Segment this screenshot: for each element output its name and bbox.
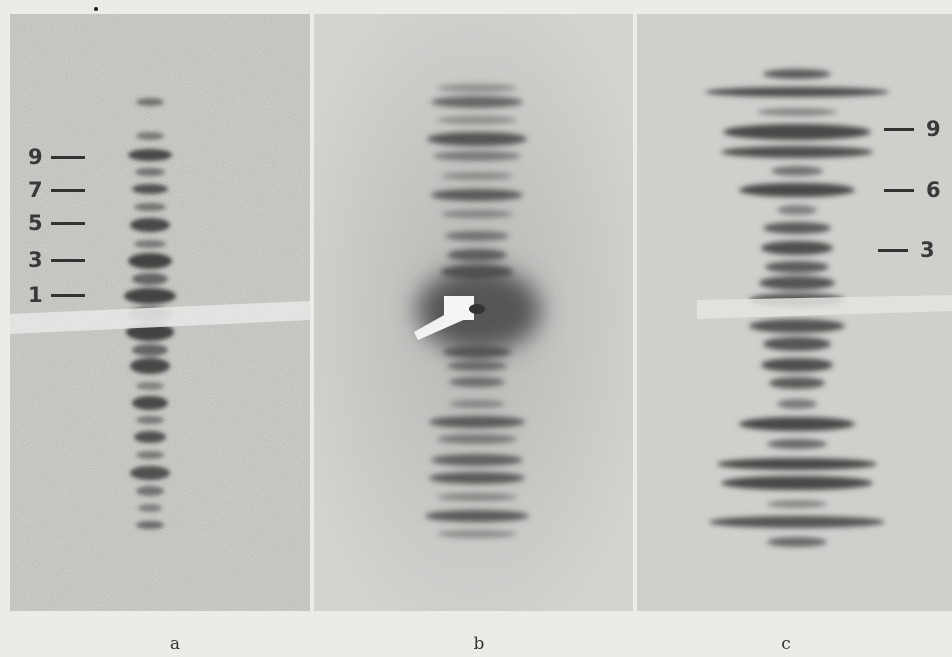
caption-a: a bbox=[169, 634, 181, 654]
diffraction-band bbox=[431, 454, 523, 466]
diffraction-band bbox=[134, 203, 166, 211]
diffraction-band bbox=[128, 149, 172, 161]
diffraction-band bbox=[449, 377, 505, 387]
diffraction-band bbox=[132, 273, 168, 285]
diffraction-band bbox=[136, 416, 164, 424]
diffraction-band bbox=[425, 510, 529, 522]
diffraction-band bbox=[132, 184, 168, 194]
diffraction-band bbox=[763, 69, 831, 79]
diffraction-band bbox=[441, 172, 513, 180]
caption-c: c bbox=[781, 634, 791, 654]
diffraction-band bbox=[138, 504, 162, 512]
marker-9: 9 bbox=[28, 145, 85, 169]
diffraction-band bbox=[132, 396, 168, 410]
diffraction-band bbox=[717, 458, 877, 470]
diffraction-band bbox=[437, 116, 517, 124]
diffraction-band bbox=[447, 361, 507, 371]
diffraction-band bbox=[135, 168, 165, 176]
marker-6: 6 bbox=[884, 178, 941, 202]
diffraction-band bbox=[777, 399, 817, 409]
diffraction-band bbox=[767, 439, 827, 449]
diffraction-band bbox=[443, 346, 511, 358]
diffraction-band bbox=[767, 500, 827, 508]
marker-9: 9 bbox=[884, 117, 941, 141]
diffraction-band bbox=[130, 218, 170, 232]
diffraction-band bbox=[763, 222, 831, 234]
diffraction-band bbox=[136, 98, 164, 106]
diffraction-band bbox=[431, 189, 523, 201]
diffraction-band bbox=[130, 466, 170, 480]
diffraction-band bbox=[447, 249, 507, 261]
diffraction-band bbox=[429, 416, 525, 428]
diffraction-band bbox=[739, 183, 855, 197]
diffraction-band bbox=[431, 96, 523, 108]
diffraction-band bbox=[132, 344, 168, 356]
diffraction-band bbox=[437, 434, 517, 444]
diffraction-panel-a: 9 7 5 3 1 bbox=[10, 14, 310, 611]
diffraction-band bbox=[433, 151, 521, 161]
diffraction-band bbox=[441, 265, 513, 279]
diffraction-band bbox=[441, 210, 513, 218]
speck-dot bbox=[94, 7, 98, 11]
diffraction-band bbox=[136, 521, 164, 529]
diffraction-panel-c: 9 6 3 bbox=[637, 14, 952, 611]
diffraction-pattern-c bbox=[697, 69, 952, 547]
diffraction-band bbox=[769, 377, 825, 389]
diffraction-band bbox=[721, 476, 873, 490]
diffraction-band bbox=[761, 241, 833, 255]
diffraction-band bbox=[136, 486, 164, 496]
diffraction-band bbox=[134, 431, 166, 443]
diffraction-band bbox=[128, 253, 172, 269]
marker-1: 1 bbox=[28, 283, 85, 307]
diffraction-band bbox=[437, 530, 517, 538]
diffraction-band bbox=[429, 472, 525, 484]
diffraction-band bbox=[761, 358, 833, 372]
diffraction-band bbox=[427, 132, 527, 146]
diffraction-band bbox=[136, 382, 164, 390]
marker-3: 3 bbox=[28, 248, 85, 272]
diffraction-band bbox=[739, 417, 855, 431]
diffraction-band bbox=[777, 205, 817, 215]
diffraction-band bbox=[437, 84, 517, 92]
diffraction-band bbox=[765, 261, 829, 273]
diffraction-band bbox=[449, 400, 505, 408]
diffraction-band bbox=[759, 276, 835, 290]
diffraction-band bbox=[763, 337, 831, 351]
marker-5: 5 bbox=[28, 211, 85, 235]
diffraction-pattern-a bbox=[10, 14, 310, 611]
diffraction-pattern-b bbox=[314, 14, 633, 611]
diffraction-band bbox=[749, 319, 845, 333]
diffraction-band bbox=[136, 451, 164, 459]
diffraction-band bbox=[757, 108, 837, 116]
diffraction-band bbox=[134, 240, 166, 248]
diffraction-band bbox=[705, 87, 889, 97]
diffraction-band bbox=[124, 288, 176, 304]
marker-7: 7 bbox=[28, 178, 85, 202]
diffraction-band bbox=[130, 358, 170, 374]
diffraction-band bbox=[721, 146, 873, 158]
diffraction-band bbox=[136, 132, 164, 140]
diffraction-band bbox=[723, 124, 871, 140]
caption-b: b bbox=[473, 634, 485, 654]
diffraction-band bbox=[445, 231, 509, 241]
diffraction-band bbox=[437, 493, 517, 501]
diffraction-band bbox=[709, 516, 885, 528]
diffraction-band bbox=[767, 537, 827, 547]
marker-3: 3 bbox=[878, 238, 935, 262]
diffraction-panel-b bbox=[314, 14, 633, 611]
diffraction-band bbox=[771, 166, 823, 176]
